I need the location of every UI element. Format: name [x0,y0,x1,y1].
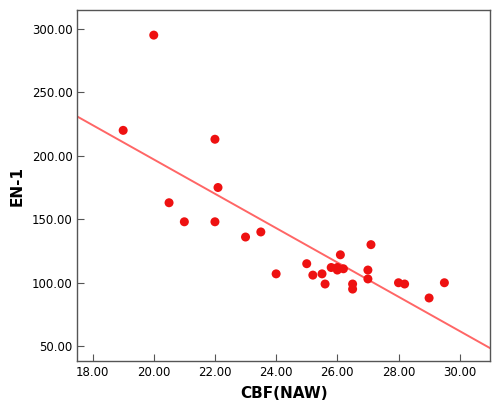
Point [318,270,326,277]
Point [180,219,188,225]
Point [348,286,356,292]
Point [211,136,219,143]
Point [364,276,372,282]
Point [367,241,375,248]
Point [211,219,219,225]
Point [394,279,402,286]
Point [327,264,335,271]
Point [214,184,222,191]
Point [425,295,433,301]
Y-axis label: EN-1: EN-1 [10,166,24,206]
Point [340,266,347,272]
Point [242,234,250,240]
Point [321,281,329,287]
Point [334,267,342,273]
Point [302,261,310,267]
X-axis label: CBF(NAW): CBF(NAW) [240,386,328,401]
Point [336,252,344,258]
Point [440,279,448,286]
Point [348,281,356,287]
Point [272,270,280,277]
Point [150,32,158,38]
Point [119,127,127,134]
Point [165,199,173,206]
Point [257,229,265,235]
Point [400,281,408,287]
Point [334,264,342,271]
Point [364,267,372,273]
Point [309,272,317,278]
